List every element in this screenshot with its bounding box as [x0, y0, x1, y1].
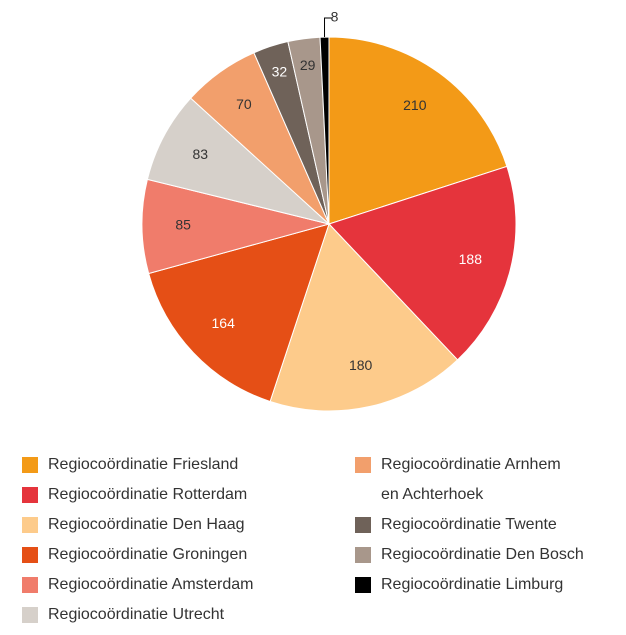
data-label: 85	[175, 217, 191, 233]
pie-slice	[146, 97, 330, 225]
legend-item: Regiocoördinatie Den Bosch	[355, 540, 584, 570]
legend-label: Regiocoördinatie Groningen	[48, 546, 248, 563]
legend-item: Regiocoördinatie Twente	[355, 510, 584, 540]
legend-label: Regiocoördinatie Amsterdam	[48, 576, 254, 593]
legend-swatch	[22, 487, 38, 503]
data-label: 8	[331, 9, 339, 25]
legend-item: Regiocoördinatie Friesland	[22, 450, 253, 480]
pie-slice	[269, 223, 459, 412]
legend: Regiocoördinatie Arnhem en Achterhoek Reg…	[355, 450, 584, 600]
data-label: 180	[349, 357, 373, 373]
legend-item: Regiocoördinatie Groningen	[22, 540, 253, 570]
data-label: 210	[403, 97, 427, 113]
legend-label: Regiocoördinatie Den Bosch	[381, 546, 584, 563]
data-label: 29	[300, 57, 316, 73]
legend-swatch	[22, 457, 38, 473]
legend-item: Regiocoördinatie Limburg	[355, 570, 584, 600]
legend-item: Regiocoördinatie Rotterdam	[22, 480, 253, 510]
data-label: 164	[212, 315, 236, 331]
legend-swatch	[355, 517, 371, 533]
pie-slice	[328, 36, 508, 225]
legend-swatch	[22, 607, 38, 623]
legend-label: Regiocoördinatie Friesland	[48, 456, 239, 473]
data-label: 188	[459, 251, 483, 267]
legend-label: Regiocoördinatie Twente	[381, 516, 557, 533]
legend-swatch	[355, 547, 371, 563]
legend-item: Regiocoördinatie Den Haag	[22, 510, 253, 540]
legend-label: Regiocoördinatie Limburg	[381, 576, 564, 593]
pie-slice	[148, 223, 330, 403]
legend-swatch	[355, 577, 371, 593]
legend-item: Regiocoördinatie Arnhem en Achterhoek	[355, 450, 584, 510]
legend: Regiocoördinatie Friesland Regiocoördinat…	[22, 450, 253, 630]
legend-swatch	[22, 577, 38, 593]
chart: 210 188 180 164 85 83 70 32 29 8	[141, 9, 517, 412]
legend-item: Regiocoördinatie Utrecht	[22, 600, 253, 630]
legend-item: Regiocoördinatie Amsterdam	[22, 570, 253, 600]
data-label: 32	[272, 64, 288, 80]
legend-swatch	[355, 457, 371, 473]
pie-slice	[141, 178, 331, 275]
legend-label: Regiocoördinatie Den Haag	[48, 516, 245, 533]
data-label: 70	[236, 96, 252, 112]
legend-label: Regiocoördinatie Utrecht	[48, 606, 225, 623]
legend-label: Regiocoördinatie Arnhem en Achterhoek	[381, 456, 561, 503]
legend-swatch	[22, 517, 38, 533]
legend-swatch	[22, 547, 38, 563]
legend-label: Regiocoördinatie Rotterdam	[48, 486, 248, 503]
pie-slice	[328, 165, 517, 361]
data-label: 83	[192, 146, 208, 162]
leader-line	[324, 17, 333, 38]
